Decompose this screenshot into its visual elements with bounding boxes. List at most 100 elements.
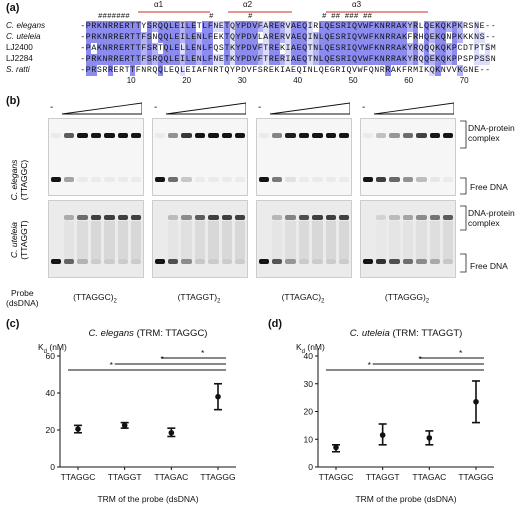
residue: R xyxy=(113,54,119,65)
chart-c-x-axis-label: TRM of the probe (dsDNA) xyxy=(97,494,198,504)
free-dna-band xyxy=(131,177,142,182)
probe-label-1: Probe xyxy=(10,288,34,298)
chart-c-y-tick-label: 60 xyxy=(46,351,56,361)
residue: E xyxy=(274,32,280,43)
residue: Q xyxy=(351,54,358,65)
residue: Q xyxy=(324,21,330,32)
smear xyxy=(312,221,323,259)
residue: N xyxy=(379,54,386,65)
gel-brackets xyxy=(460,120,467,273)
complex-band xyxy=(104,133,115,138)
residue: R xyxy=(385,65,391,76)
concentration-triangle xyxy=(270,102,350,115)
residue: Q xyxy=(301,54,308,65)
residue: - xyxy=(80,66,86,75)
residue: N xyxy=(196,32,203,43)
complex-band xyxy=(63,215,75,220)
residue: E xyxy=(429,21,435,32)
residue: V xyxy=(251,21,258,32)
hash-marks-4: # ## ### ## xyxy=(322,13,373,21)
residue: R xyxy=(385,54,391,65)
chart-d-y-tick-label: 40 xyxy=(304,351,314,361)
complex-band xyxy=(298,215,310,220)
residue: K xyxy=(401,32,408,43)
chart-c-y-axis-label: Kd (nM) xyxy=(38,342,67,355)
residue: P xyxy=(85,32,92,43)
residue: F xyxy=(207,43,214,54)
residue: P xyxy=(457,55,463,64)
free-dna-band xyxy=(90,177,102,182)
residue: E xyxy=(118,21,125,32)
free-dna-band xyxy=(50,259,61,264)
residue: R xyxy=(107,32,114,43)
residue: N xyxy=(102,43,108,54)
residue: F xyxy=(135,66,141,75)
chart-d-data-point xyxy=(473,398,479,405)
free-dna-band xyxy=(208,177,219,182)
residue: I xyxy=(179,21,186,32)
residue: T xyxy=(263,43,269,54)
residue: S xyxy=(96,66,102,75)
residue: E xyxy=(118,54,125,65)
residue: F xyxy=(207,32,214,43)
residue: Q xyxy=(152,66,158,75)
residue: E xyxy=(190,54,197,65)
residue: R xyxy=(152,43,158,54)
residue: Y xyxy=(235,43,241,54)
complex-band xyxy=(258,133,269,138)
residue: E xyxy=(296,21,302,32)
residue: N xyxy=(152,33,158,42)
complex-band xyxy=(402,133,414,138)
free-dna-band xyxy=(312,259,323,264)
smear xyxy=(429,221,441,259)
residue: - xyxy=(490,22,496,31)
free-dna-band xyxy=(77,177,88,182)
complex-band xyxy=(208,133,219,138)
free-dna-band xyxy=(258,177,269,182)
residue: E xyxy=(218,21,225,32)
probe-names: (TTAGGC)2 (TTAGGT)2 (TTAGAC)2 (TTAGGG)2 xyxy=(48,292,458,306)
alignment-tick-label: 20 xyxy=(182,76,192,85)
residue: Q xyxy=(318,66,324,75)
free-dna-band xyxy=(375,177,387,182)
chart-d-x-tick-label: TTAGAC xyxy=(412,472,446,482)
residue: K xyxy=(274,66,280,75)
residue: V xyxy=(451,66,457,75)
bracket-complex-top xyxy=(460,120,467,149)
free-dna-band xyxy=(443,259,454,264)
smear xyxy=(389,221,399,259)
residue: I xyxy=(346,21,352,32)
residue: K xyxy=(435,32,441,43)
residue: D xyxy=(246,54,252,65)
complex-band xyxy=(339,133,350,138)
residue: T xyxy=(218,66,224,75)
residue: F xyxy=(252,66,258,75)
free-dna-band xyxy=(167,177,179,182)
residue: R xyxy=(91,32,97,43)
free-dna-band xyxy=(194,177,206,182)
residue: F xyxy=(407,33,413,42)
residue: L xyxy=(257,33,263,42)
complex-label-bottom: DNA-protein complex xyxy=(468,208,515,228)
residue: N xyxy=(379,32,386,43)
residue: I xyxy=(179,32,186,43)
chart-c-x-tick-label: TTAGAC xyxy=(154,472,188,482)
residue: K xyxy=(435,43,441,54)
residue: Q xyxy=(418,54,424,65)
residue: T xyxy=(224,21,230,32)
residue: T xyxy=(129,65,136,76)
residue: R xyxy=(102,66,108,75)
complex-band xyxy=(167,215,179,220)
smear xyxy=(402,221,414,259)
residue: R xyxy=(107,43,114,54)
residue: F xyxy=(257,54,264,65)
complex-band xyxy=(362,215,373,220)
free-dna-band xyxy=(429,259,441,264)
residue: I xyxy=(418,66,424,75)
residue: S xyxy=(484,43,491,54)
chart-d-x-tick-label: TTAGGC xyxy=(319,472,354,482)
chart-d-data-point xyxy=(379,432,386,438)
residue: N xyxy=(473,32,480,43)
residue: L xyxy=(185,32,191,43)
residue: R xyxy=(107,21,114,32)
